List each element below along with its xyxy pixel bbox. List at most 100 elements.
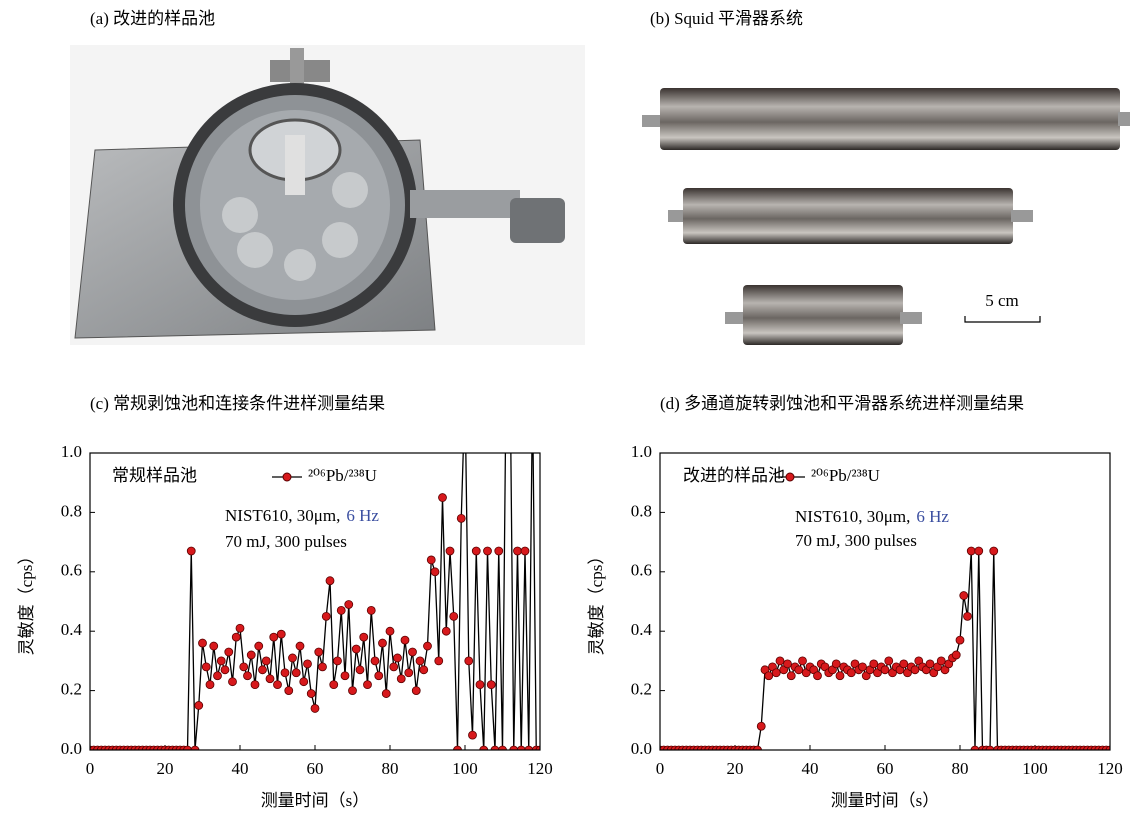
x-tick-label: 40 — [232, 759, 249, 778]
data-point — [356, 666, 364, 674]
data-point — [240, 663, 248, 671]
annotation-part: 6 Hz — [916, 507, 949, 526]
data-point — [412, 687, 420, 695]
y-tick-label: 0.4 — [631, 620, 653, 639]
data-point — [757, 722, 765, 730]
data-point — [307, 690, 315, 698]
data-point — [195, 701, 203, 709]
data-point — [371, 657, 379, 665]
data-point — [225, 648, 233, 656]
data-point — [409, 648, 417, 656]
y-tick-label: 0.6 — [61, 561, 82, 580]
data-point — [484, 547, 492, 555]
y-tick-label: 0.8 — [631, 501, 652, 520]
x-tick-label: 20 — [157, 759, 174, 778]
data-point — [251, 681, 259, 689]
data-point — [502, 360, 510, 368]
data-point — [435, 657, 443, 665]
x-tick-label: 20 — [727, 759, 744, 778]
data-point — [259, 666, 267, 674]
data-point — [375, 672, 383, 680]
data-point — [967, 547, 975, 555]
chart-title: (d) 多通道旋转剥蚀池和平滑器系统进样测量结果 — [660, 394, 1024, 413]
data-point — [255, 642, 263, 650]
data-point — [457, 514, 465, 522]
data-point — [202, 663, 210, 671]
data-point — [311, 704, 319, 712]
data-point — [367, 606, 375, 614]
data-point — [487, 681, 495, 689]
data-point — [319, 663, 327, 671]
annotation: NIST610, 30μm,6 Hz — [225, 506, 379, 525]
data-point — [360, 633, 368, 641]
y-axis-label: 灵敏度（cps） — [17, 548, 36, 656]
y-tick-label: 0.8 — [61, 501, 82, 520]
data-point — [401, 636, 409, 644]
data-point — [397, 675, 405, 683]
data-point — [349, 687, 357, 695]
data-point — [337, 606, 345, 614]
data-point — [386, 627, 394, 635]
data-point — [274, 681, 282, 689]
data-point — [232, 633, 240, 641]
data-point — [281, 669, 289, 677]
data-point — [341, 672, 349, 680]
data-point — [289, 654, 297, 662]
panel-caption: (b) Squid 平滑器系统 — [650, 9, 803, 28]
y-tick-label: 0.6 — [631, 561, 652, 580]
y-tick-label: 1.0 — [61, 442, 82, 461]
photo-sample-cell — [70, 45, 585, 345]
data-point — [814, 672, 822, 680]
y-tick-label: 0.0 — [61, 739, 82, 758]
data-point — [529, 390, 537, 398]
data-point — [292, 669, 300, 677]
legend-label: ²⁰⁶Pb/²³⁸U — [308, 466, 377, 485]
annotation-part: NIST610, 30μm, — [795, 507, 910, 526]
annotation: 改进的样品池 — [683, 466, 785, 485]
data-point — [960, 592, 968, 600]
x-tick-label: 120 — [1097, 759, 1123, 778]
data-point — [446, 547, 454, 555]
data-point — [765, 672, 773, 680]
data-point — [244, 672, 252, 680]
data-point — [326, 577, 334, 585]
y-tick-label: 0.0 — [631, 739, 652, 758]
data-point — [975, 547, 983, 555]
x-tick-label: 0 — [86, 759, 95, 778]
data-point — [990, 547, 998, 555]
data-point — [424, 642, 432, 650]
data-point — [885, 657, 893, 665]
annotation: 70 mJ, 300 pulses — [225, 532, 347, 551]
data-point — [236, 624, 244, 632]
data-point — [300, 678, 308, 686]
data-point — [506, 360, 514, 368]
chart-title: (c) 常规剥蚀池和连接条件进样测量结果 — [90, 394, 385, 413]
data-point — [956, 636, 964, 644]
data-point — [210, 642, 218, 650]
data-point — [465, 657, 473, 665]
data-point — [247, 651, 255, 659]
data-point — [439, 494, 447, 502]
x-tick-label: 100 — [452, 759, 478, 778]
data-point — [427, 556, 435, 564]
data-point — [206, 681, 214, 689]
data-point — [266, 675, 274, 683]
data-point — [461, 390, 469, 398]
data-point — [514, 547, 522, 555]
x-tick-label: 60 — [877, 759, 894, 778]
plot-area — [86, 360, 544, 754]
y-tick-label: 0.2 — [631, 680, 652, 699]
data-point — [881, 666, 889, 674]
data-point — [772, 669, 780, 677]
annotation: NIST610, 30μm, 6 Hz — [795, 507, 949, 526]
data-point — [262, 657, 270, 665]
data-point — [859, 663, 867, 671]
data-point — [379, 639, 387, 647]
y-tick-label: 0.2 — [61, 680, 82, 699]
data-point — [787, 672, 795, 680]
data-point — [472, 547, 480, 555]
x-tick-label: 80 — [382, 759, 399, 778]
data-point — [952, 651, 960, 659]
series-line — [660, 551, 1110, 750]
data-point — [495, 547, 503, 555]
